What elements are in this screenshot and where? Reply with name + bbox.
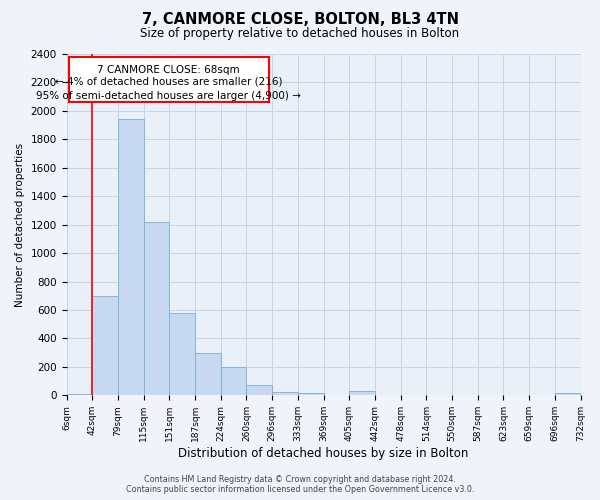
Bar xyxy=(67,394,92,396)
Bar xyxy=(349,391,375,396)
Text: 95% of semi-detached houses are larger (4,900) →: 95% of semi-detached houses are larger (… xyxy=(37,90,301,101)
Text: 7 CANMORE CLOSE: 68sqm: 7 CANMORE CLOSE: 68sqm xyxy=(97,64,240,74)
Text: 7, CANMORE CLOSE, BOLTON, BL3 4TN: 7, CANMORE CLOSE, BOLTON, BL3 4TN xyxy=(142,12,458,28)
Y-axis label: Number of detached properties: Number of detached properties xyxy=(15,142,25,306)
Text: Contains HM Land Registry data © Crown copyright and database right 2024.
Contai: Contains HM Land Registry data © Crown c… xyxy=(126,474,474,494)
Bar xyxy=(195,352,221,396)
Bar xyxy=(118,120,143,396)
Bar xyxy=(272,392,298,396)
Bar xyxy=(169,313,195,396)
Bar xyxy=(221,367,247,396)
Text: Size of property relative to detached houses in Bolton: Size of property relative to detached ho… xyxy=(140,28,460,40)
X-axis label: Distribution of detached houses by size in Bolton: Distribution of detached houses by size … xyxy=(178,447,469,460)
Bar xyxy=(555,393,580,396)
Bar xyxy=(247,384,272,396)
Text: ← 4% of detached houses are smaller (216): ← 4% of detached houses are smaller (216… xyxy=(55,77,283,87)
FancyBboxPatch shape xyxy=(68,57,269,102)
Bar xyxy=(143,222,169,396)
Bar xyxy=(92,296,118,396)
Bar xyxy=(298,393,323,396)
